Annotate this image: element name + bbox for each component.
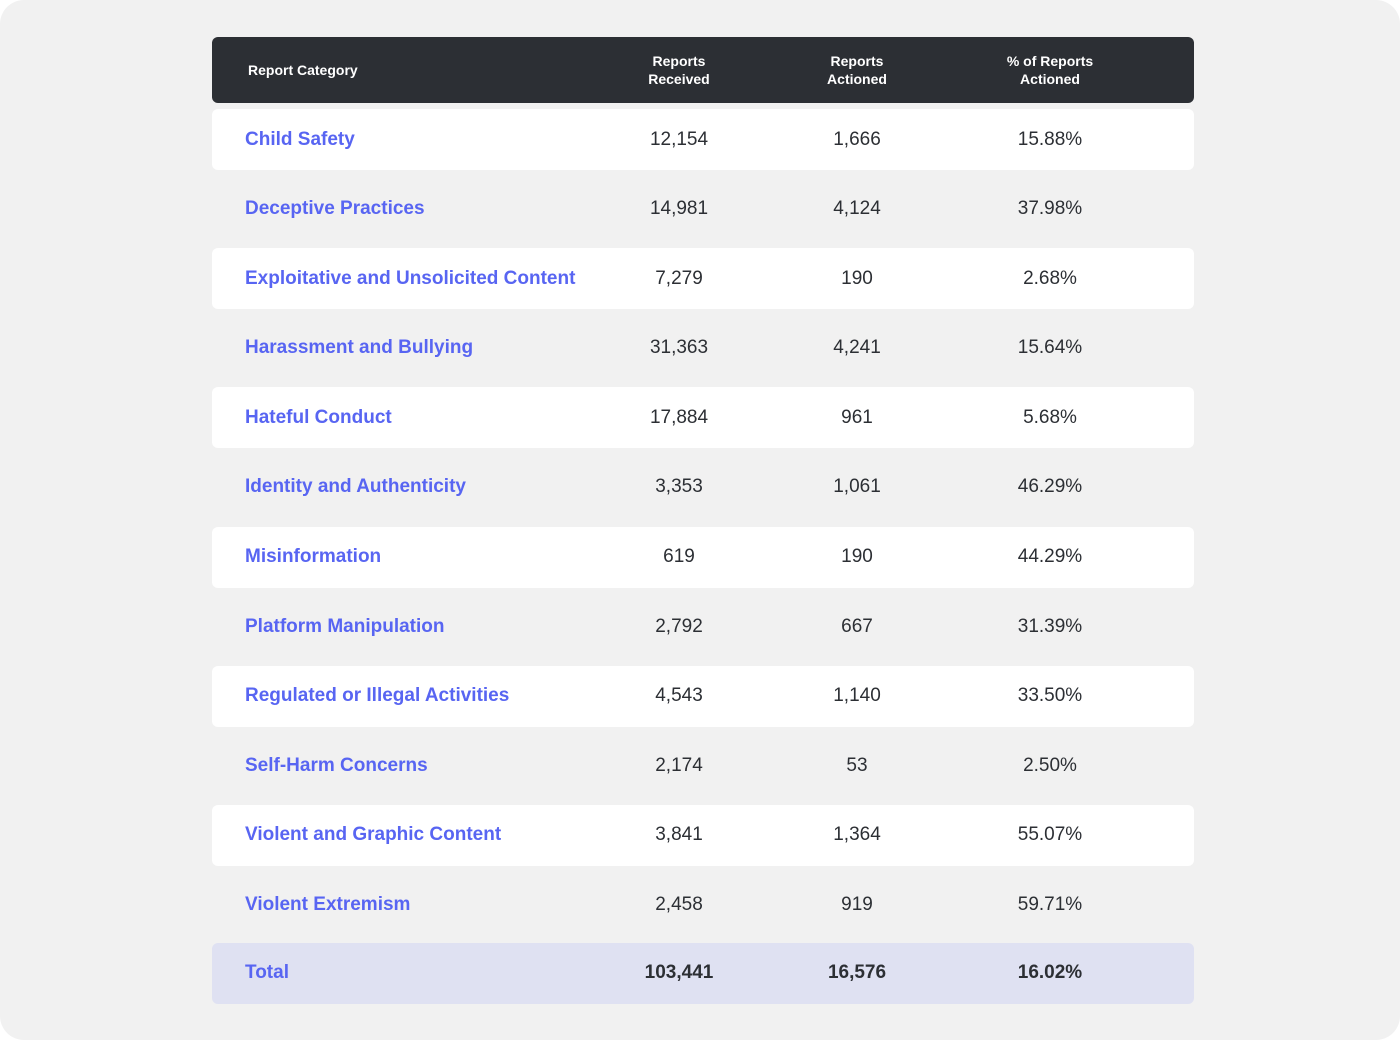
table-row: Deceptive Practices 14,981 4,124 37.98% (212, 179, 1194, 240)
table-row: Exploitative and Unsolicited Content 7,27… (212, 248, 1194, 310)
received-cell: 31,363 (649, 337, 709, 359)
actioned-cell: 1,364 (833, 824, 881, 846)
percent-cell: 55.07% (1017, 824, 1083, 846)
actioned-cell: 1,140 (833, 685, 881, 707)
reports-table: Report Category Reports Received Reports… (212, 37, 1194, 1004)
table-row: Violent Extremism 2,458 919 59.71% (212, 875, 1194, 936)
table-row: Violent and Graphic Content 3,841 1,364 55.… (212, 804, 1194, 866)
table-row: Platform Manipulation 2,792 667 31.39% (212, 596, 1194, 657)
actioned-cell: 4,241 (833, 337, 881, 359)
category-cell: Deceptive Practices (245, 198, 425, 220)
category-cell: Hateful Conduct (245, 406, 392, 428)
actioned-cell: 961 (841, 406, 873, 428)
table-header: Report Category Reports Received Reports… (212, 37, 1194, 103)
percent-cell: 44.29% (1017, 546, 1083, 568)
category-cell: Misinformation (245, 546, 382, 568)
received-cell: 17,884 (649, 406, 709, 428)
table-row: Hateful Conduct 17,884 961 5.68% (212, 387, 1194, 449)
percent-cell: 5.68% (1023, 406, 1077, 428)
column-header-received: Reports Received (648, 53, 710, 87)
category-cell: Self-Harm Concerns (245, 754, 428, 776)
column-header-category: Report Category (248, 62, 358, 78)
category-cell: Regulated or Illegal Activities (245, 685, 510, 707)
received-cell: 2,174 (655, 754, 703, 776)
category-cell: Violent and Graphic Content (245, 824, 502, 846)
actioned-cell: 4,124 (833, 198, 881, 220)
table-row: Self-Harm Concerns 2,174 53 2.50% (212, 735, 1194, 796)
table-row: Harassment and Bullying 31,363 4,241 15.64% (212, 318, 1194, 379)
percent-cell: 46.29% (1017, 476, 1083, 498)
received-cell: 619 (663, 546, 695, 568)
percent-cell: 2.50% (1023, 754, 1077, 776)
category-cell: Platform Manipulation (245, 615, 445, 637)
percent-cell: 33.50% (1017, 685, 1083, 707)
received-cell: 2,458 (655, 894, 703, 916)
percent-cell: 59.71% (1017, 894, 1083, 916)
actioned-cell: 667 (841, 615, 873, 637)
percent-cell: 15.64% (1017, 337, 1083, 359)
percent-cell: 31.39% (1017, 615, 1083, 637)
actioned-cell: 1,061 (833, 476, 881, 498)
total-label: Total (245, 962, 289, 984)
percent-cell: 15.88% (1017, 128, 1083, 150)
table-row: Misinformation 619 190 44.29% (212, 526, 1194, 588)
total-row: Total 103,441 16,576 16.02% (212, 942, 1194, 1004)
actioned-cell: 919 (841, 894, 873, 916)
table-row: Regulated or Illegal Activities 4,543 1,14… (212, 665, 1194, 727)
category-cell: Child Safety (245, 128, 355, 150)
category-cell: Violent Extremism (245, 894, 411, 916)
actioned-cell: 53 (846, 754, 868, 776)
total-percent: 16.02% (1017, 962, 1083, 984)
percent-cell: 2.68% (1023, 267, 1077, 289)
actioned-cell: 190 (841, 267, 873, 289)
category-cell: Exploitative and Unsolicited Content (245, 267, 576, 289)
table-row: Identity and Authenticity 3,353 1,061 46.29… (212, 457, 1194, 518)
received-cell: 12,154 (649, 128, 709, 150)
actioned-cell: 1,666 (833, 128, 881, 150)
received-cell: 7,279 (655, 267, 703, 289)
table-row: Child Safety 12,154 1,666 15.88% (212, 109, 1194, 170)
total-actioned: 16,576 (827, 962, 887, 984)
received-cell: 3,353 (655, 476, 703, 498)
category-cell: Identity and Authenticity (245, 476, 466, 498)
category-cell: Harassment and Bullying (245, 337, 474, 359)
column-header-percent: % of Reports Actioned (1006, 53, 1094, 87)
total-received: 103,441 (644, 962, 714, 984)
percent-cell: 37.98% (1017, 198, 1083, 220)
column-header-actioned: Reports Actioned (827, 53, 887, 87)
received-cell: 14,981 (649, 198, 709, 220)
received-cell: 3,841 (655, 824, 703, 846)
received-cell: 2,792 (655, 615, 703, 637)
received-cell: 4,543 (655, 685, 703, 707)
actioned-cell: 190 (841, 546, 873, 568)
